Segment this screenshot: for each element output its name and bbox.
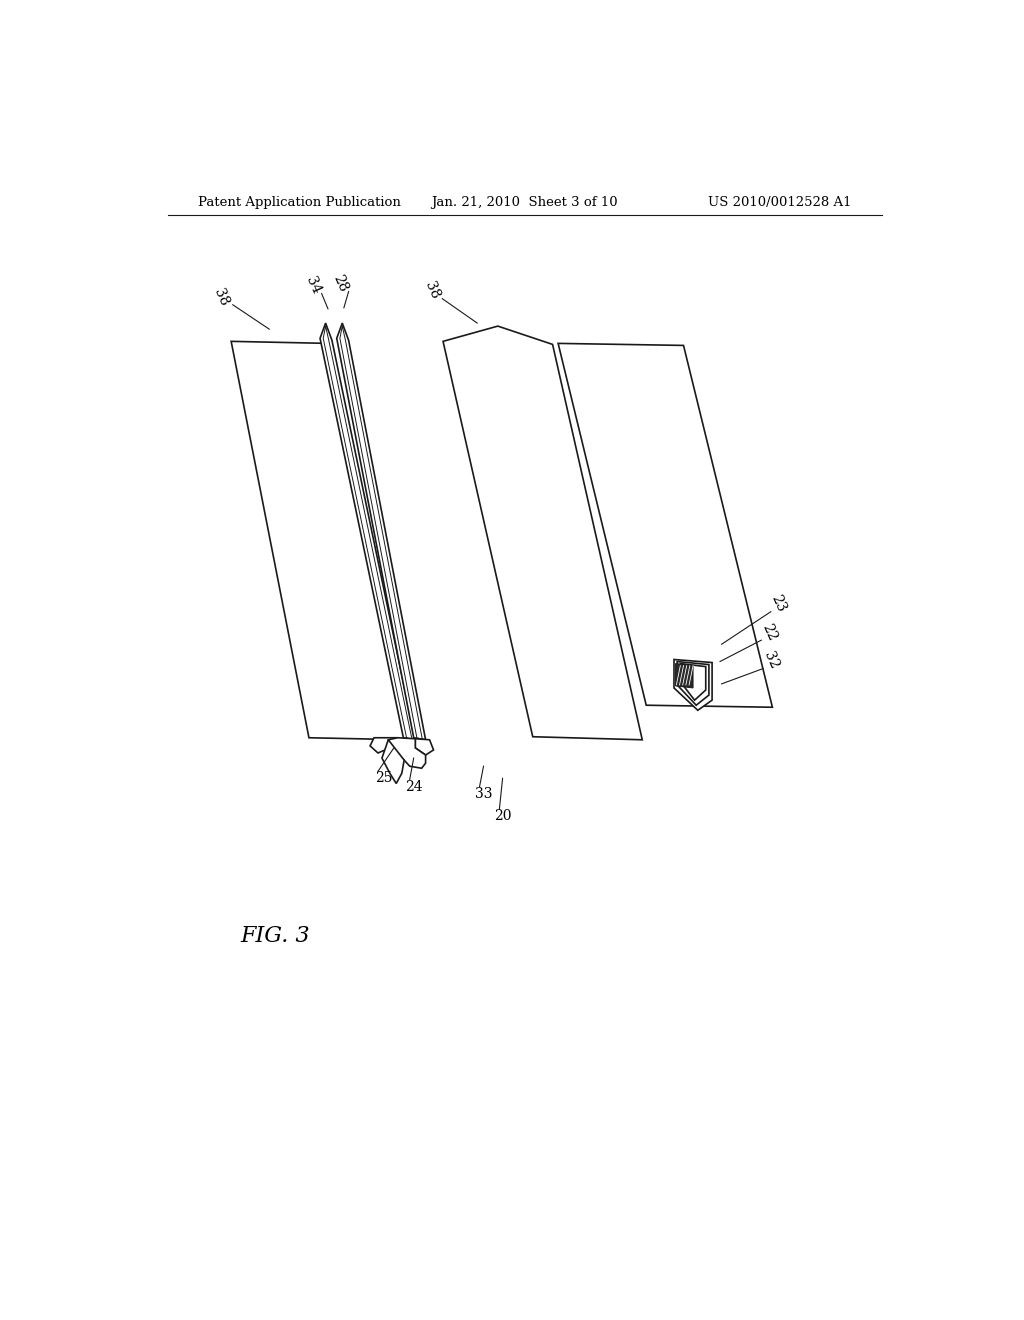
Text: 38: 38	[212, 286, 231, 309]
Polygon shape	[558, 343, 772, 708]
Text: 25: 25	[375, 771, 392, 785]
Polygon shape	[370, 738, 397, 752]
Text: 38: 38	[422, 280, 442, 301]
Text: 22: 22	[759, 622, 779, 643]
Polygon shape	[680, 664, 706, 700]
Polygon shape	[231, 342, 406, 739]
Polygon shape	[388, 738, 426, 768]
Text: 24: 24	[404, 780, 423, 793]
Text: Patent Application Publication: Patent Application Publication	[198, 195, 400, 209]
Text: 28: 28	[330, 272, 350, 294]
Text: 34: 34	[304, 275, 324, 297]
Polygon shape	[676, 664, 693, 688]
Polygon shape	[337, 323, 426, 739]
Polygon shape	[416, 739, 433, 755]
Text: 23: 23	[769, 593, 788, 614]
Text: US 2010/0012528 A1: US 2010/0012528 A1	[709, 195, 852, 209]
Polygon shape	[443, 326, 642, 739]
Text: 33: 33	[475, 787, 493, 801]
Text: 20: 20	[494, 809, 511, 822]
Polygon shape	[674, 660, 712, 710]
Polygon shape	[677, 661, 709, 705]
Text: Jan. 21, 2010  Sheet 3 of 10: Jan. 21, 2010 Sheet 3 of 10	[431, 195, 618, 209]
Polygon shape	[321, 323, 416, 739]
Text: 32: 32	[761, 649, 780, 672]
Text: FIG. 3: FIG. 3	[241, 925, 310, 946]
Polygon shape	[382, 739, 404, 784]
